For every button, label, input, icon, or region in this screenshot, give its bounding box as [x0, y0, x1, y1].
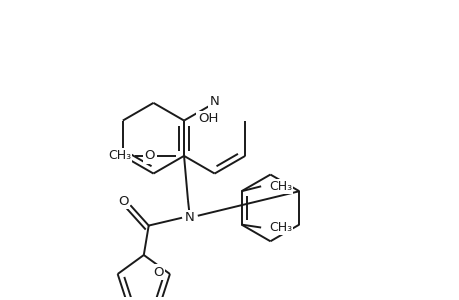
Text: N: N	[185, 211, 194, 224]
Text: OH: OH	[197, 112, 218, 125]
Text: CH₃: CH₃	[269, 180, 291, 193]
Text: N: N	[209, 95, 219, 108]
Text: O: O	[118, 194, 128, 208]
Text: O: O	[153, 266, 164, 278]
Text: CH₃: CH₃	[108, 149, 131, 162]
Text: O: O	[144, 149, 154, 162]
Text: CH₃: CH₃	[269, 221, 291, 234]
